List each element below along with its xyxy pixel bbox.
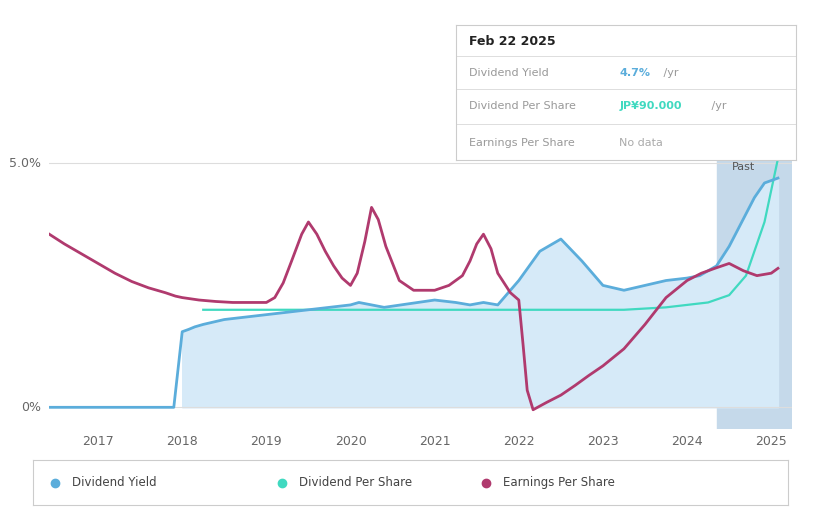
Text: Earnings Per Share: Earnings Per Share xyxy=(502,476,615,489)
Text: 4.7%: 4.7% xyxy=(619,68,650,78)
Text: 5.0%: 5.0% xyxy=(9,157,41,170)
Text: JP¥90.000: JP¥90.000 xyxy=(619,101,681,111)
Text: Dividend Yield: Dividend Yield xyxy=(72,476,157,489)
Text: /yr: /yr xyxy=(708,101,727,111)
Text: Dividend Per Share: Dividend Per Share xyxy=(470,101,576,111)
Text: /yr: /yr xyxy=(660,68,679,78)
Bar xyxy=(717,124,821,429)
Text: No data: No data xyxy=(619,138,663,147)
Text: 0%: 0% xyxy=(21,401,41,414)
Text: Earnings Per Share: Earnings Per Share xyxy=(470,138,575,147)
Text: Dividend Per Share: Dividend Per Share xyxy=(299,476,412,489)
Text: Past: Past xyxy=(732,162,755,172)
Text: Dividend Yield: Dividend Yield xyxy=(470,68,549,78)
Text: Feb 22 2025: Feb 22 2025 xyxy=(470,35,556,48)
